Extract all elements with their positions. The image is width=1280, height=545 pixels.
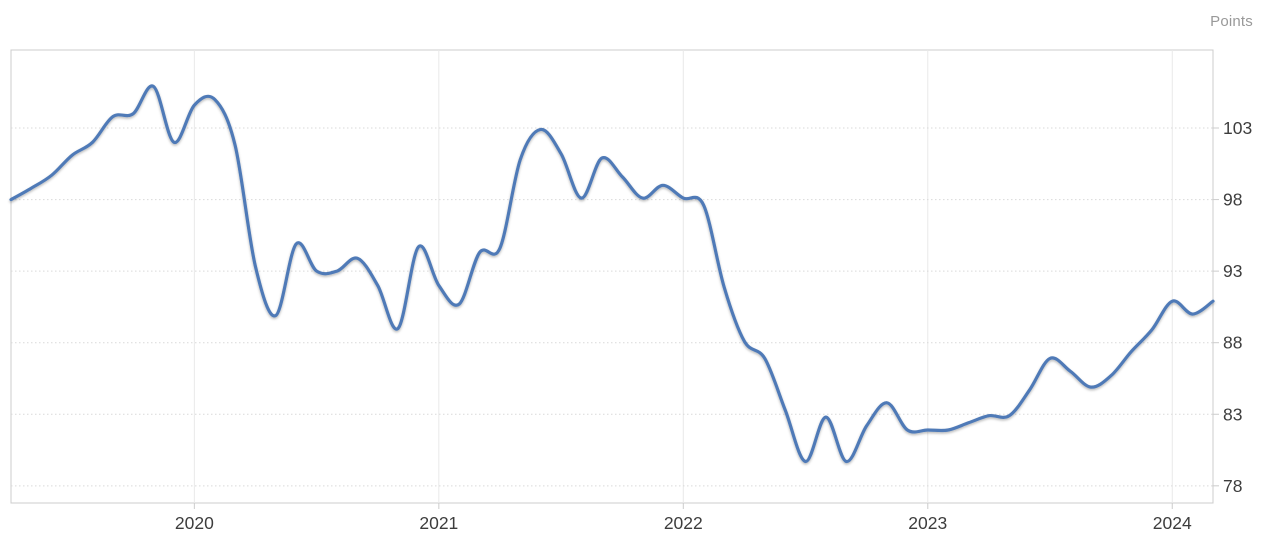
y-axis-label: 78 — [1223, 476, 1242, 496]
y-axis-unit-label: Points — [1210, 13, 1253, 30]
y-axis-label: 83 — [1223, 404, 1242, 424]
x-axis-label: 2024 — [1153, 513, 1192, 533]
series-line — [9, 84, 1215, 464]
x-axis-label: 2023 — [908, 513, 947, 533]
y-axis-label: 98 — [1223, 190, 1242, 210]
x-axis-label: 2022 — [664, 513, 703, 533]
x-axis-label: 2021 — [419, 513, 458, 533]
plot-area[interactable] — [10, 49, 1214, 504]
y-axis-label: 103 — [1223, 118, 1252, 138]
y-axis-label: 93 — [1223, 261, 1242, 281]
x-axis-label: 2020 — [175, 513, 214, 533]
y-axis-label: 88 — [1223, 333, 1242, 353]
